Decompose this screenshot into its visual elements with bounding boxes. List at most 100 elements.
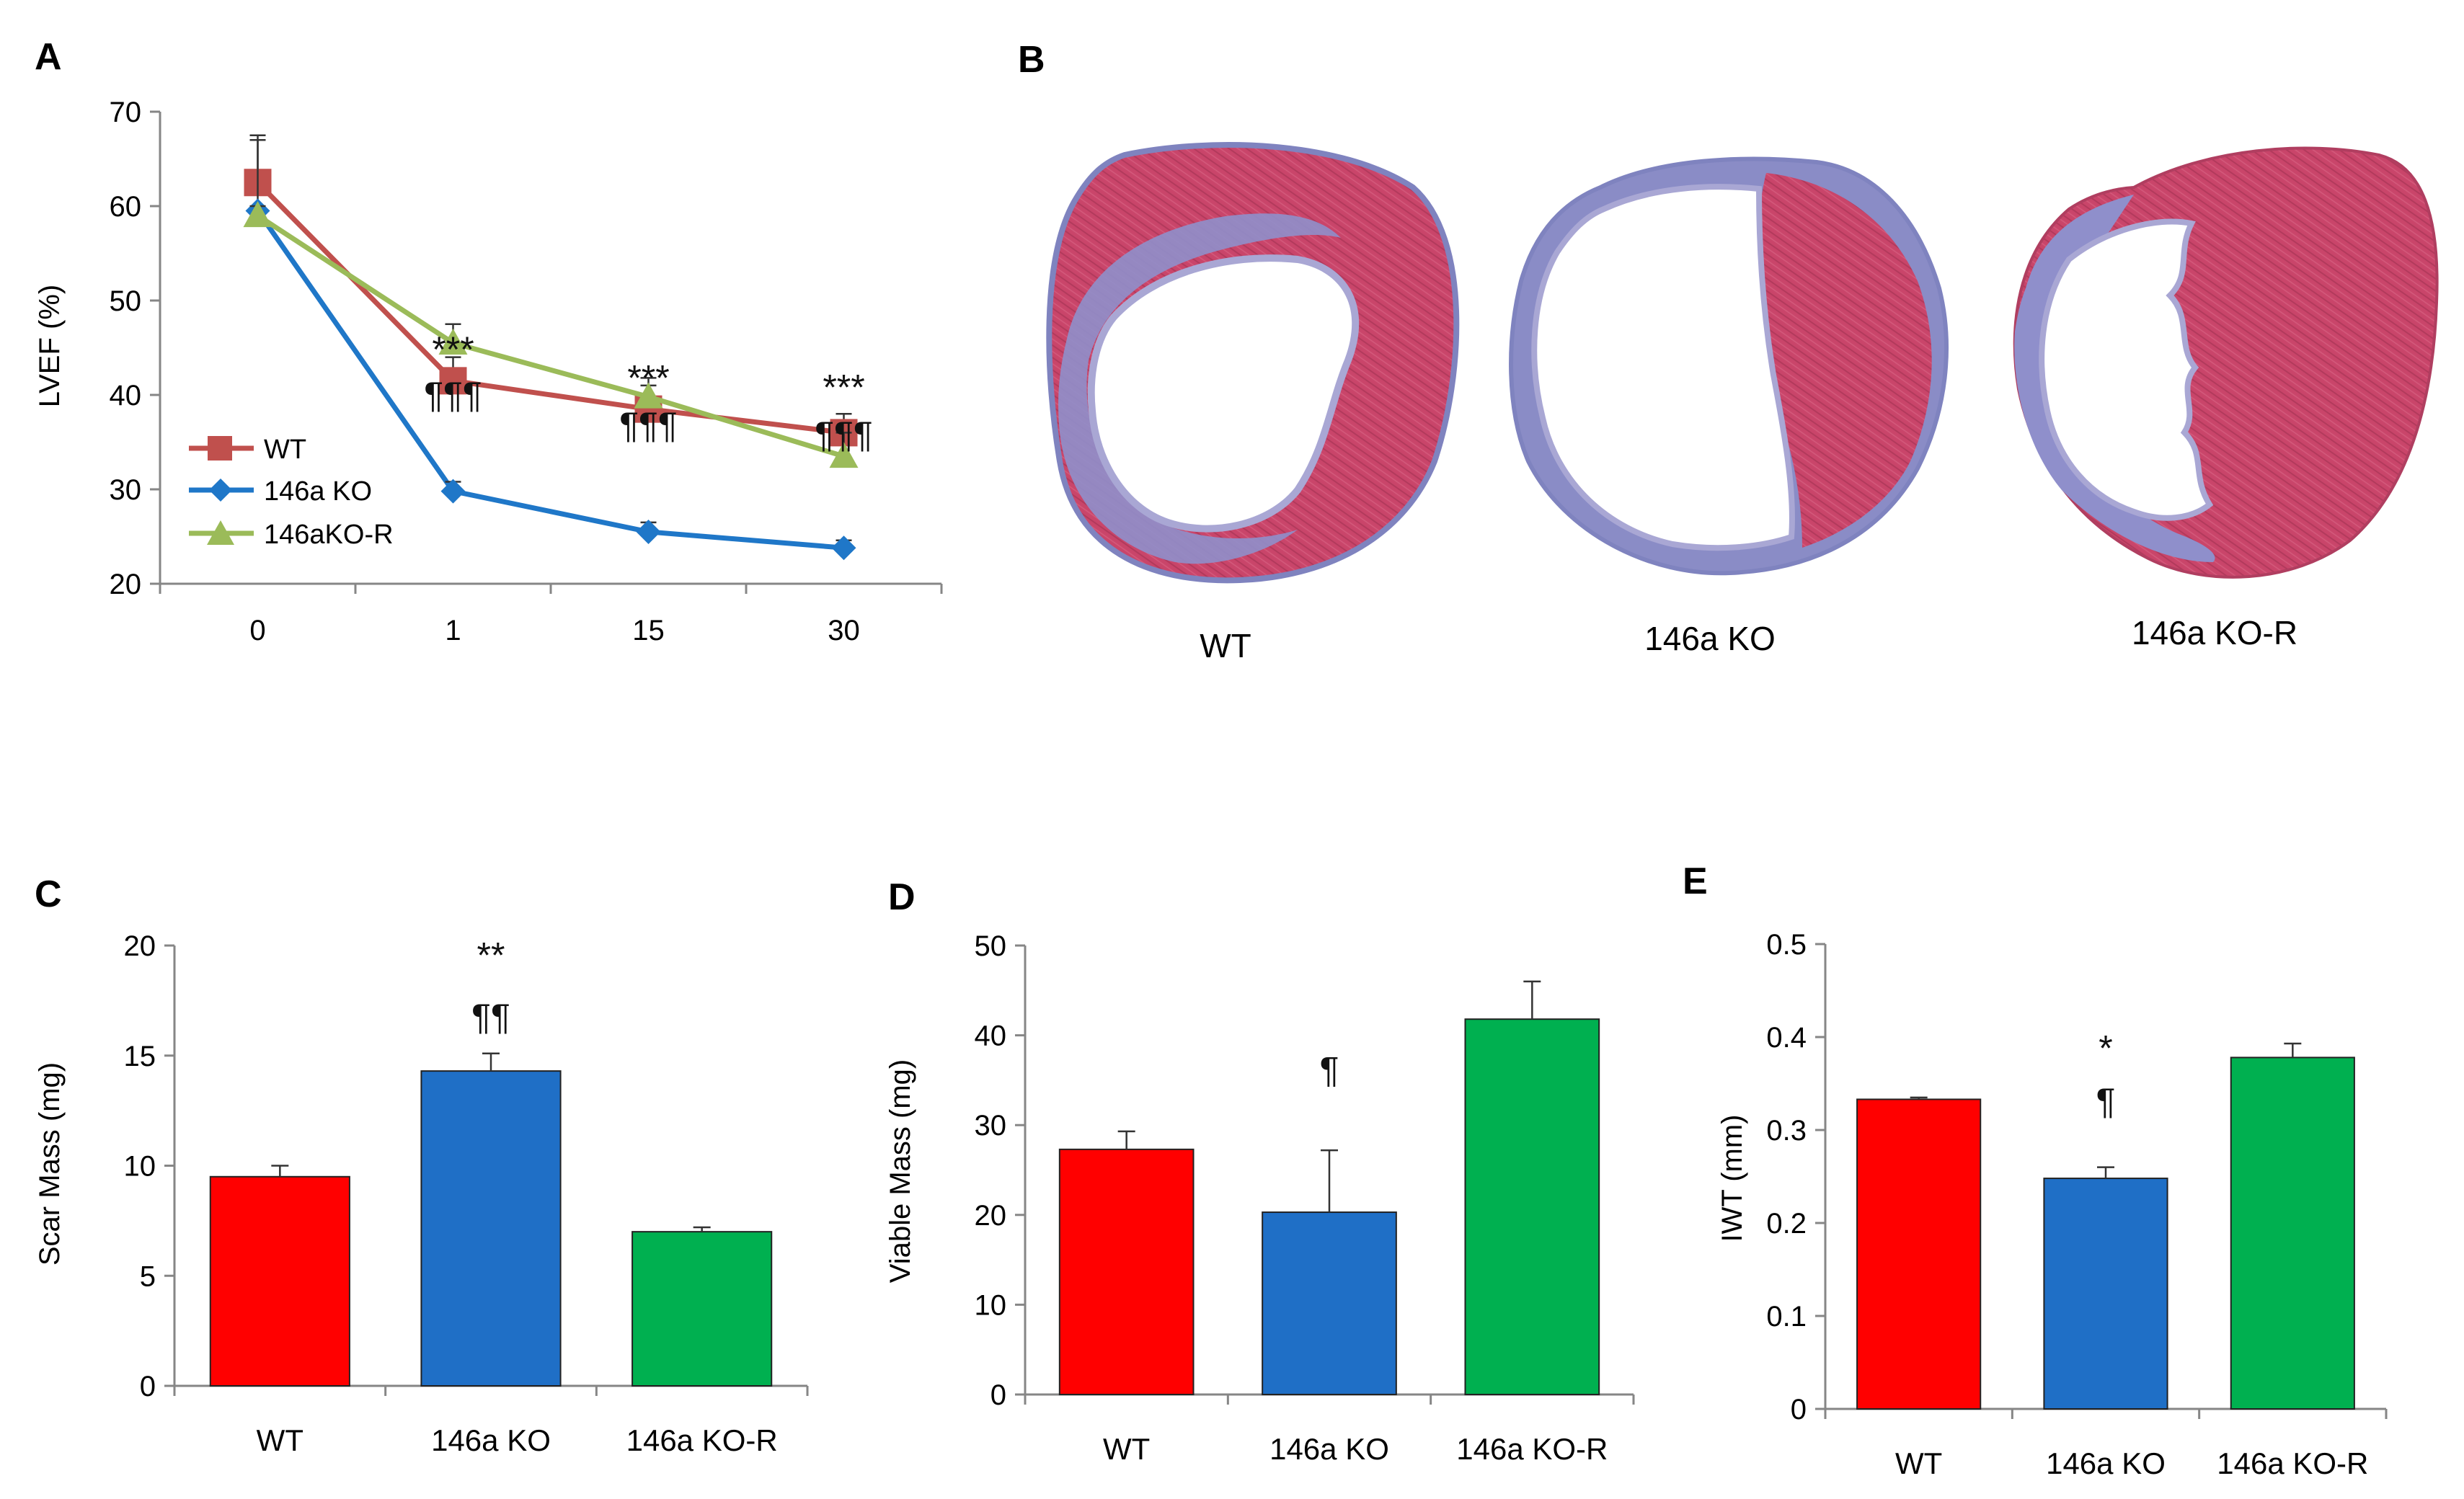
panel-d-ylabel: Viable Mass (mg) <box>885 1059 916 1283</box>
a-x-tick-label: 15 <box>632 615 665 646</box>
a-y-tick-label: 40 <box>110 380 142 412</box>
x-tick-label-146a-ko: 146a KO <box>2046 1446 2166 1480</box>
x-tick-label-wt: WT <box>1103 1432 1150 1466</box>
x-tick-label-146a-ko: 146a KO <box>431 1423 551 1457</box>
histology-label-wt: WT <box>1200 627 1251 664</box>
y-tick-label: 0 <box>1791 1394 1807 1425</box>
data-point-146ako-r <box>243 201 272 228</box>
significance-mark: ¶ <box>2096 1081 2116 1121</box>
kor-lv-cavity <box>2039 218 2214 521</box>
series-wt <box>244 139 858 447</box>
y-tick-label: 10 <box>124 1151 156 1183</box>
y-tick-label: 40 <box>975 1020 1007 1052</box>
data-point-146a-ko <box>440 479 466 504</box>
x-tick-label-146a-ko: 146a KO <box>1269 1432 1389 1466</box>
panel-e-chart: 0 0.1 0.2 0.3 0.4 0.5 WT 146a KO 146a KO-R * ¶ <box>1766 929 2388 1480</box>
panel-c: C Scar Mass (mg) 0 5 10 15 20 WT 146a KO 146a K… <box>34 873 809 1457</box>
y-tick-label: 20 <box>975 1200 1007 1232</box>
data-point-146ako-r <box>438 328 468 355</box>
significance-mark: ¶¶¶ <box>424 375 482 415</box>
y-tick-label: 0.1 <box>1766 1301 1807 1333</box>
significance-mark: *** <box>432 329 474 370</box>
panel-b-letter: B <box>1018 39 1045 81</box>
series-line-wt <box>256 180 844 435</box>
a-y-tick-label: 70 <box>110 97 142 128</box>
panel-c-ylabel: Scar Mass (mg) <box>34 1062 66 1266</box>
series-line-146ako-r <box>256 213 845 459</box>
y-tick-label: 0.4 <box>1766 1022 1807 1054</box>
bar-wt <box>1856 1098 1982 1410</box>
histology-label-146a-ko-r: 146a KO-R <box>2132 614 2297 651</box>
y-tick-label: 0.5 <box>1766 929 1807 961</box>
a-y-tick-label: 60 <box>110 191 142 223</box>
legend-marker-146a-ko <box>209 479 232 502</box>
legend-marker-wt <box>208 436 232 461</box>
data-point-146ako-r <box>829 442 859 468</box>
heart-section-wt <box>1046 142 1460 584</box>
bar-146a-ko <box>2043 1178 2168 1410</box>
panel-a: A LVEF (%) 20 30 40 50 60 70 0 1 15 30 *** ¶¶¶ *** ¶… <box>34 36 943 646</box>
bar-wt <box>209 1175 350 1387</box>
significance-mark: ¶¶¶ <box>619 405 678 445</box>
panel-a-ylabel: LVEF (%) <box>34 285 66 407</box>
significance-mark: *** <box>627 357 669 398</box>
data-point-wt <box>439 367 467 395</box>
a-y-tick-label: 30 <box>110 474 142 506</box>
a-x-tick-label: 0 <box>249 615 265 646</box>
panel-c-letter: C <box>35 873 62 915</box>
a-x-tick-label: 1 <box>445 615 461 646</box>
significance-mark: ¶¶ <box>471 997 510 1037</box>
panel-c-chart: 0 5 10 15 20 WT 146a KO 146a KO-R ** ¶¶ <box>124 930 809 1457</box>
panel-a-legend: WT 146a KO 146aKO-R <box>189 435 394 550</box>
a-y-tick-label: 50 <box>110 285 142 317</box>
y-tick-label: 0 <box>140 1371 156 1402</box>
data-point-146a-ko <box>831 535 856 561</box>
ko-lv-cavity <box>1531 184 1795 551</box>
heart-section-146a-ko-r <box>2013 146 2439 579</box>
ko-myocardium <box>1759 173 1932 548</box>
heart-section-146a-ko <box>1509 156 1949 576</box>
panel-e-ylabel: IWT (mm) <box>1716 1115 1748 1242</box>
bar-146a-ko-r <box>631 1231 773 1387</box>
panel-d: D Viable Mass (mg) 0 10 20 30 40 50 WT 146a KO 1… <box>885 876 1635 1466</box>
panel-a-axes: 20 30 40 50 60 70 0 1 15 30 <box>110 97 943 646</box>
y-tick-label: 10 <box>975 1289 1007 1321</box>
series-line-146a-ko <box>255 209 844 551</box>
x-tick-label-wt: WT <box>257 1423 303 1457</box>
y-tick-label: 0.3 <box>1766 1115 1807 1147</box>
panel-e-letter: E <box>1683 860 1708 902</box>
series-146ako-r <box>243 201 859 468</box>
y-tick-label: 30 <box>975 1110 1007 1142</box>
significance-mark: ¶¶¶ <box>815 414 873 455</box>
significance-mark: ** <box>477 935 505 976</box>
x-tick-label-146a-ko-r: 146a KO-R <box>2217 1446 2368 1480</box>
data-point-146a-ko <box>636 519 661 544</box>
a-x-tick-label: 30 <box>828 615 860 646</box>
y-tick-label: 5 <box>140 1260 156 1292</box>
data-point-146ako-r <box>634 382 663 409</box>
significance-mark: *** <box>823 368 864 408</box>
y-tick-label: 20 <box>124 930 156 962</box>
x-tick-label-146a-ko-r: 146a KO-R <box>1456 1432 1608 1466</box>
significance-mark: * <box>2099 1028 2112 1068</box>
y-tick-label: 50 <box>975 930 1007 962</box>
x-tick-label-146a-ko-r: 146a KO-R <box>626 1423 778 1457</box>
panel-a-letter: A <box>35 36 62 78</box>
legend-label-146a-ko: 146a KO <box>264 476 372 507</box>
legend-label-146ako-r: 146aKO-R <box>264 520 394 550</box>
series-146a-ko <box>245 134 856 561</box>
y-tick-label: 0 <box>991 1379 1006 1411</box>
significance-mark: ¶ <box>1320 1049 1339 1090</box>
histology-label-146a-ko: 146a KO <box>1644 620 1776 657</box>
y-tick-label: 0.2 <box>1766 1208 1807 1240</box>
legend-marker-146ako-r <box>207 520 234 545</box>
bar-146a-ko-r <box>1464 1018 1600 1395</box>
a-y-tick-label: 20 <box>110 569 142 600</box>
bar-146a-ko-r <box>2230 1057 2355 1410</box>
x-tick-label-wt: WT <box>1895 1446 1942 1480</box>
panel-e: E IWT (mm) 0 0.1 0.2 0.3 0.4 0.5 WT 146a KO 146a… <box>1683 860 2388 1480</box>
bar-146a-ko <box>420 1070 562 1387</box>
panel-a-series <box>243 134 859 561</box>
bar-146a-ko <box>1262 1211 1397 1396</box>
